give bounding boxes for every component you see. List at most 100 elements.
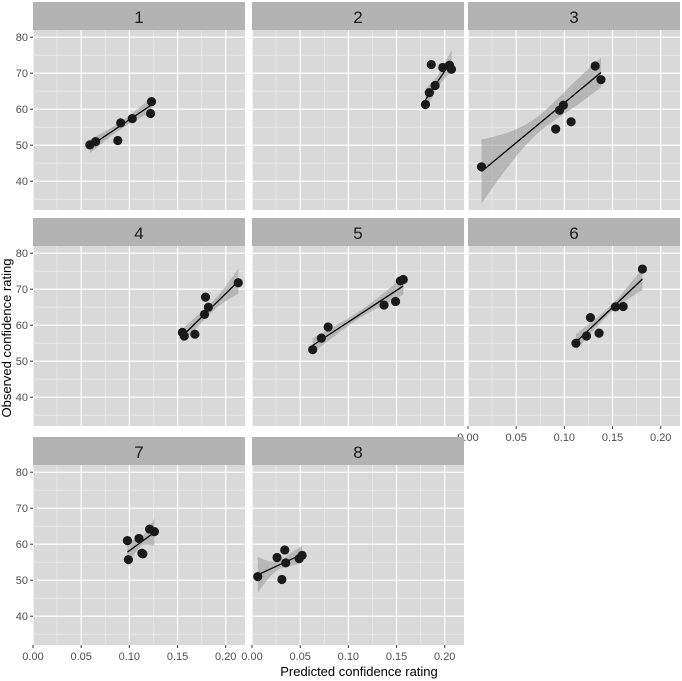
data-point (424, 88, 434, 98)
data-point (116, 118, 126, 128)
facet-strip (468, 2, 680, 30)
panel-background (252, 465, 464, 645)
data-point (272, 552, 282, 563)
facet-panel-2: 2 (251, 2, 464, 210)
data-point (551, 124, 561, 134)
facet-strip-label: 4 (134, 224, 143, 243)
y-tick-label: 50 (16, 356, 28, 368)
y-tick-label: 40 (16, 392, 28, 404)
data-point (277, 574, 287, 585)
x-tick-label: 0.10 (119, 651, 140, 663)
x-tick-label: 0.10 (338, 651, 359, 663)
data-point (446, 64, 457, 74)
confidence-band (257, 546, 303, 593)
facet-panel-6: 60.00 0.05 0.10 0.15 0.20 (457, 218, 680, 444)
data-point (590, 61, 600, 71)
y-tick-label: 70 (16, 503, 28, 515)
data-point (637, 264, 648, 274)
panel-background (252, 246, 464, 426)
confidence-band (575, 268, 643, 350)
y-tick-label: 80 (16, 32, 28, 44)
panel-background (252, 30, 464, 210)
confidence-band (481, 57, 601, 204)
data-point (323, 322, 333, 332)
data-point (426, 59, 436, 70)
x-tick-label: 0.15 (602, 432, 623, 444)
data-point (398, 274, 408, 285)
data-point (127, 113, 137, 124)
facet-panel-3: 3 (467, 2, 680, 210)
data-point (594, 328, 604, 338)
y-tick-label: 80 (16, 467, 28, 479)
panel-background (468, 246, 680, 426)
data-point (566, 117, 576, 127)
regression-line (312, 285, 404, 346)
y-tick-label: 50 (16, 575, 28, 587)
facet-strip-label: 6 (569, 224, 578, 243)
data-point (179, 331, 189, 341)
facet-strip (252, 437, 464, 465)
data-point (253, 572, 263, 582)
data-point (430, 80, 440, 91)
facet-strip (252, 218, 464, 246)
x-tick-label: 0.05 (70, 651, 91, 663)
regression-line (481, 71, 602, 172)
data-point (581, 331, 592, 341)
x-axis-label: Predicted confidence rating (280, 664, 438, 679)
data-point (420, 99, 431, 110)
y-tick-label: 60 (16, 539, 28, 551)
data-point (316, 333, 326, 343)
facet-panel-7: 7 40 50 60 70 80 0.00 0.05 0.10 0.15 0.20 (16, 437, 245, 663)
x-tick-label: 0.00 (241, 651, 262, 663)
data-point (190, 329, 200, 339)
data-point (476, 162, 487, 172)
facet-panel-8: 8 0.00 0.05 0.10 0.15 0.20 (241, 437, 464, 663)
facet-panel-5: 5 (251, 218, 464, 426)
y-tick-label: 70 (16, 68, 28, 80)
data-point (145, 108, 156, 119)
y-tick-label: 40 (16, 611, 28, 623)
data-point (233, 278, 243, 288)
data-point (571, 338, 581, 348)
x-tick-label: 0.15 (167, 651, 188, 663)
panel-background (33, 30, 245, 210)
x-tick-label: 0.05 (289, 651, 310, 663)
y-tick-label: 40 (16, 176, 28, 188)
facet-strip (33, 2, 245, 30)
y-tick-label: 80 (16, 248, 28, 260)
facet-strip-label: 2 (353, 8, 362, 27)
data-point (618, 301, 628, 312)
x-tick-label: 0.00 (22, 651, 43, 663)
data-point (390, 296, 401, 307)
y-tick-label: 60 (16, 320, 28, 332)
x-tick-label: 0.05 (505, 432, 526, 444)
data-point (610, 302, 621, 312)
y-axis-label: Observed confidence rating (0, 259, 14, 418)
x-tick-label: 0.20 (650, 432, 671, 444)
facet-panel-1: 1 40 50 60 70 80 (16, 2, 245, 210)
y-tick-label: 60 (16, 104, 28, 116)
facet-strip-label: 7 (134, 443, 143, 462)
data-point (122, 536, 133, 546)
facet-panels: 1 40 50 60 70 80 2 3 4 40 50 60 70 80 5 6 0.00 0.05 0.10 0.… (16, 2, 680, 663)
x-tick-label: 0.20 (215, 651, 236, 663)
data-point (297, 550, 307, 560)
facet-strip-label: 5 (353, 224, 362, 243)
data-point (149, 527, 160, 537)
data-point (203, 302, 213, 312)
facet-strip-label: 1 (134, 8, 143, 27)
data-point (596, 75, 606, 85)
y-tick-label: 70 (16, 284, 28, 296)
x-tick-label: 0.10 (554, 432, 575, 444)
data-point (146, 97, 157, 107)
facet-panel-4: 4 40 50 60 70 80 (16, 218, 245, 426)
data-point (280, 545, 290, 555)
data-point (134, 533, 144, 544)
data-point (138, 549, 148, 559)
y-tick-label: 50 (16, 140, 28, 152)
facet-strip (33, 218, 245, 246)
data-point (123, 555, 133, 565)
confidence-band (312, 277, 404, 353)
facet-strip (252, 2, 464, 30)
